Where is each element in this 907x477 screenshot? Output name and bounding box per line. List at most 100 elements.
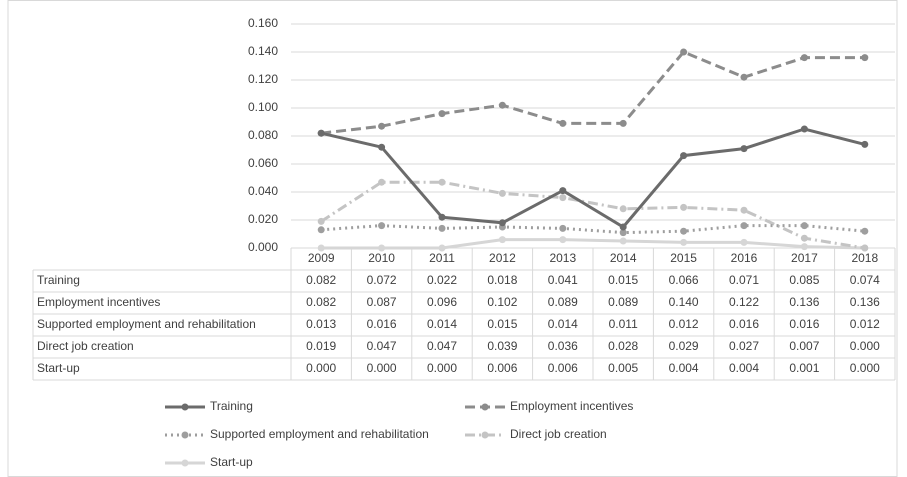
table-cell: 0.005 bbox=[608, 361, 638, 375]
x-tick-label: 2018 bbox=[851, 251, 878, 265]
y-tick-label: 0.040 bbox=[248, 184, 278, 198]
table-cell: 0.028 bbox=[608, 339, 638, 353]
table-cell: 0.014 bbox=[427, 317, 457, 331]
series-marker bbox=[317, 129, 325, 137]
series-marker bbox=[680, 48, 688, 56]
table-cell: 0.022 bbox=[427, 273, 457, 287]
series-marker bbox=[619, 205, 627, 213]
x-tick-label: 2013 bbox=[549, 251, 576, 265]
series-line bbox=[321, 224, 865, 235]
series-marker bbox=[740, 238, 748, 246]
series-marker bbox=[680, 203, 688, 211]
series-marker bbox=[438, 224, 446, 232]
series-marker bbox=[378, 122, 386, 130]
series-marker bbox=[498, 219, 506, 227]
table-cell: 0.000 bbox=[367, 361, 397, 375]
series-marker bbox=[680, 152, 688, 160]
legend-marker bbox=[181, 431, 189, 439]
table-cell: 0.004 bbox=[729, 361, 759, 375]
table-cell: 0.001 bbox=[789, 361, 819, 375]
table-cell: 0.027 bbox=[729, 339, 759, 353]
table-cell: 0.039 bbox=[487, 339, 517, 353]
table-cell: 0.000 bbox=[306, 361, 336, 375]
table-cell: 0.082 bbox=[306, 273, 336, 287]
series-marker bbox=[861, 244, 869, 252]
series-marker bbox=[800, 222, 808, 230]
series-marker bbox=[619, 237, 627, 245]
table-cell: 0.012 bbox=[850, 317, 880, 331]
table-row-label: Direct job creation bbox=[37, 339, 134, 353]
table-row-label: Start-up bbox=[37, 361, 80, 375]
series-marker bbox=[800, 234, 808, 242]
series-marker bbox=[438, 244, 446, 252]
table-cell: 0.004 bbox=[669, 361, 699, 375]
y-tick-label: 0.060 bbox=[248, 156, 278, 170]
series-line bbox=[321, 238, 865, 250]
series-marker bbox=[559, 119, 567, 127]
table-cell: 0.089 bbox=[548, 295, 578, 309]
table-cell: 0.036 bbox=[548, 339, 578, 353]
series-marker bbox=[317, 217, 325, 225]
table-cell: 0.006 bbox=[548, 361, 578, 375]
y-tick-label: 0.020 bbox=[248, 212, 278, 226]
series-marker bbox=[680, 238, 688, 246]
table-cell: 0.019 bbox=[306, 339, 336, 353]
series-marker bbox=[378, 178, 386, 186]
series-line bbox=[320, 127, 866, 229]
table-cell: 0.136 bbox=[850, 295, 880, 309]
x-tick-label: 2014 bbox=[610, 251, 637, 265]
series-marker bbox=[559, 224, 567, 232]
y-tick-label: 0.160 bbox=[248, 16, 278, 30]
table-cell: 0.000 bbox=[850, 339, 880, 353]
legend-marker bbox=[181, 403, 189, 411]
table-cell: 0.029 bbox=[669, 339, 699, 353]
table-cell: 0.006 bbox=[487, 361, 517, 375]
y-tick-label: 0.000 bbox=[248, 240, 278, 254]
table-row-label: Training bbox=[37, 273, 80, 287]
legend-marker bbox=[481, 431, 489, 439]
legend-marker bbox=[181, 459, 189, 467]
table-cell: 0.015 bbox=[608, 273, 638, 287]
x-tick-label: 2009 bbox=[308, 251, 335, 265]
table-cell: 0.096 bbox=[427, 295, 457, 309]
series-marker bbox=[800, 54, 808, 62]
table-cell: 0.041 bbox=[548, 273, 578, 287]
table-cell: 0.140 bbox=[669, 295, 699, 309]
series-marker bbox=[559, 236, 567, 244]
series-line bbox=[321, 50, 865, 135]
series-marker bbox=[861, 54, 869, 62]
table-cell: 0.089 bbox=[608, 295, 638, 309]
series-marker bbox=[378, 244, 386, 252]
table-cell: 0.016 bbox=[789, 317, 819, 331]
series-marker bbox=[740, 206, 748, 214]
y-tick-label: 0.100 bbox=[248, 100, 278, 114]
series-marker bbox=[317, 244, 325, 252]
table-cell: 0.000 bbox=[427, 361, 457, 375]
x-tick-label: 2017 bbox=[791, 251, 818, 265]
table-cell: 0.013 bbox=[306, 317, 336, 331]
series-marker bbox=[498, 101, 506, 109]
table-row-label: Supported employment and rehabilitation bbox=[37, 317, 256, 331]
series-marker bbox=[438, 178, 446, 186]
table-cell: 0.102 bbox=[487, 295, 517, 309]
table-cell: 0.071 bbox=[729, 273, 759, 287]
table-cell: 0.122 bbox=[729, 295, 759, 309]
y-tick-label: 0.140 bbox=[248, 44, 278, 58]
table-cell: 0.014 bbox=[548, 317, 578, 331]
series-marker bbox=[498, 189, 506, 197]
series-marker bbox=[861, 140, 869, 148]
table-cell: 0.136 bbox=[789, 295, 819, 309]
x-tick-label: 2015 bbox=[670, 251, 697, 265]
legend-label: Employment incentives bbox=[510, 399, 633, 413]
series-marker bbox=[740, 145, 748, 153]
table-cell: 0.085 bbox=[789, 273, 819, 287]
series-marker bbox=[740, 222, 748, 230]
table-cell: 0.012 bbox=[669, 317, 699, 331]
series-marker bbox=[800, 125, 808, 133]
table-cell: 0.015 bbox=[487, 317, 517, 331]
series-marker bbox=[378, 143, 386, 151]
series-marker bbox=[800, 243, 808, 251]
legend-marker bbox=[481, 403, 489, 411]
series-marker bbox=[619, 223, 627, 231]
